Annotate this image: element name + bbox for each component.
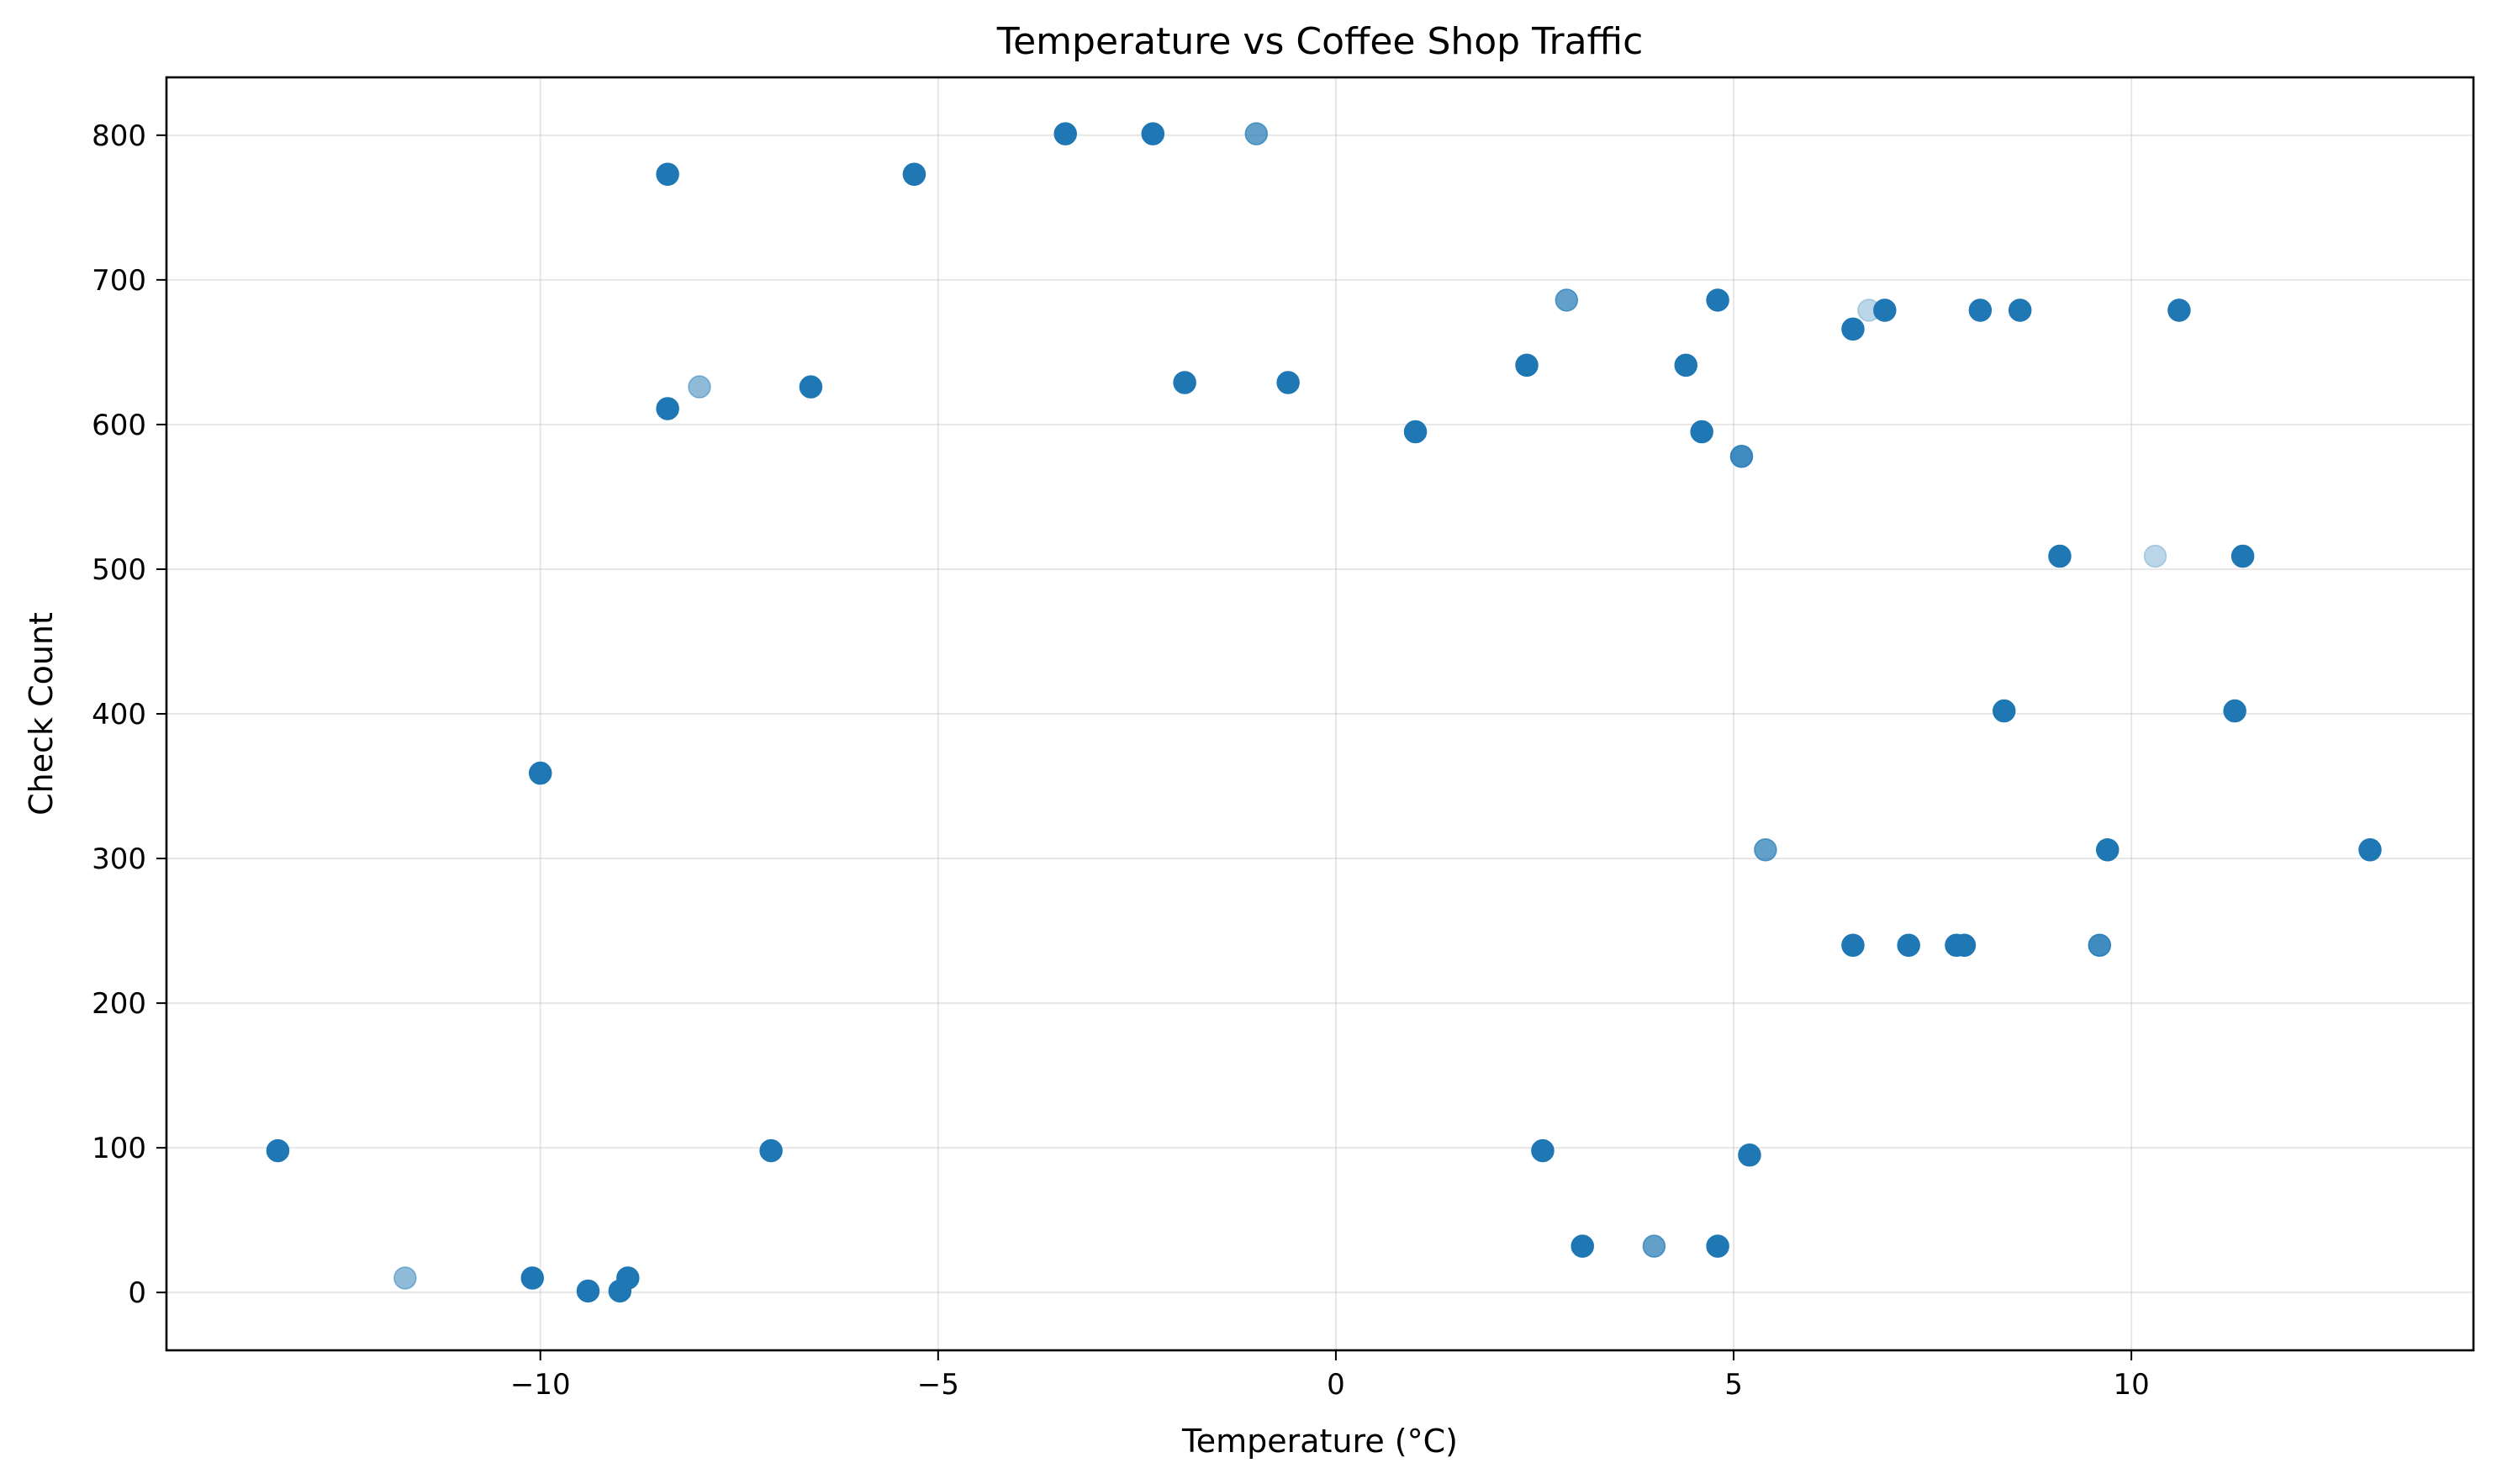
scatter-point	[1173, 371, 1196, 394]
scatter-point	[656, 397, 679, 420]
scatter-point	[1531, 1138, 1555, 1163]
y-tick-label: 100	[92, 1132, 146, 1165]
y-tick-label: 500	[92, 553, 146, 587]
x-tick-label: 10	[2113, 1368, 2149, 1402]
scatter-point	[1690, 420, 1713, 444]
scatter-point	[1754, 837, 1777, 862]
scatter-point	[656, 162, 679, 187]
y-tick-label: 800	[92, 119, 146, 153]
scatter-point	[1952, 933, 1977, 958]
x-tick-label: 0	[1327, 1368, 1345, 1402]
scatter-point	[1841, 317, 1865, 341]
scatter-point	[1642, 1234, 1666, 1258]
x-tick-label: −5	[917, 1368, 959, 1402]
y-tick-label: 0	[128, 1276, 146, 1310]
scatter-point	[1244, 122, 1269, 145]
y-axis-title: Check Count	[23, 612, 60, 816]
scatter-point	[1403, 420, 1428, 444]
scatter-point	[1674, 353, 1698, 378]
y-tick-label: 700	[92, 264, 146, 298]
scatter-point	[2095, 837, 2120, 862]
scatter-point	[576, 1279, 600, 1303]
scatter-point	[799, 375, 823, 399]
scatter-point	[2167, 298, 2191, 322]
scatter-point	[1706, 1234, 1729, 1258]
scatter-point	[1897, 933, 1920, 958]
scatter-point	[1515, 353, 1539, 378]
grid-layer	[166, 77, 2473, 1350]
scatter-point	[2088, 933, 2112, 958]
scatter-point	[2048, 544, 2072, 568]
scatter-point	[759, 1138, 783, 1163]
scatter-point	[616, 1266, 640, 1290]
scatter-point	[2223, 699, 2246, 723]
y-tick-label: 400	[92, 698, 146, 731]
y-tick-label: 200	[92, 987, 146, 1021]
scatter-point	[1555, 288, 1579, 312]
x-tick-label: −10	[510, 1368, 571, 1402]
x-tick-label: 5	[1724, 1368, 1743, 1402]
scatter-point	[1141, 122, 1165, 145]
scatter-point	[266, 1138, 290, 1163]
scatter-point	[1729, 445, 1754, 468]
scatter-point	[902, 162, 926, 187]
scatter-point	[688, 375, 711, 399]
scatter-point	[520, 1266, 545, 1290]
scatter-point	[1841, 933, 1865, 958]
chart-title: Temperature vs Coffee Shop Traffic	[996, 20, 1644, 63]
scatter-point	[1276, 371, 1300, 394]
scatter-point	[2143, 544, 2167, 568]
scatter-point	[1873, 298, 1897, 322]
y-tick-label: 600	[92, 409, 146, 442]
y-tick-label: 300	[92, 842, 146, 876]
scatter-point	[1571, 1234, 1594, 1258]
scatter-point	[2008, 298, 2032, 322]
scatter-point	[1053, 122, 1077, 145]
scatter-point	[528, 761, 552, 785]
scatter-point	[1706, 288, 1729, 312]
scatter-point	[393, 1266, 417, 1290]
scatter-point	[1992, 699, 2016, 723]
scatter-point	[1738, 1143, 1761, 1167]
scatter-point	[2230, 544, 2255, 568]
scatter-point	[2358, 837, 2382, 862]
x-axis-title: Temperature (°C)	[1181, 1423, 1458, 1460]
scatter-point	[1968, 298, 1993, 322]
points-layer	[266, 122, 2382, 1303]
